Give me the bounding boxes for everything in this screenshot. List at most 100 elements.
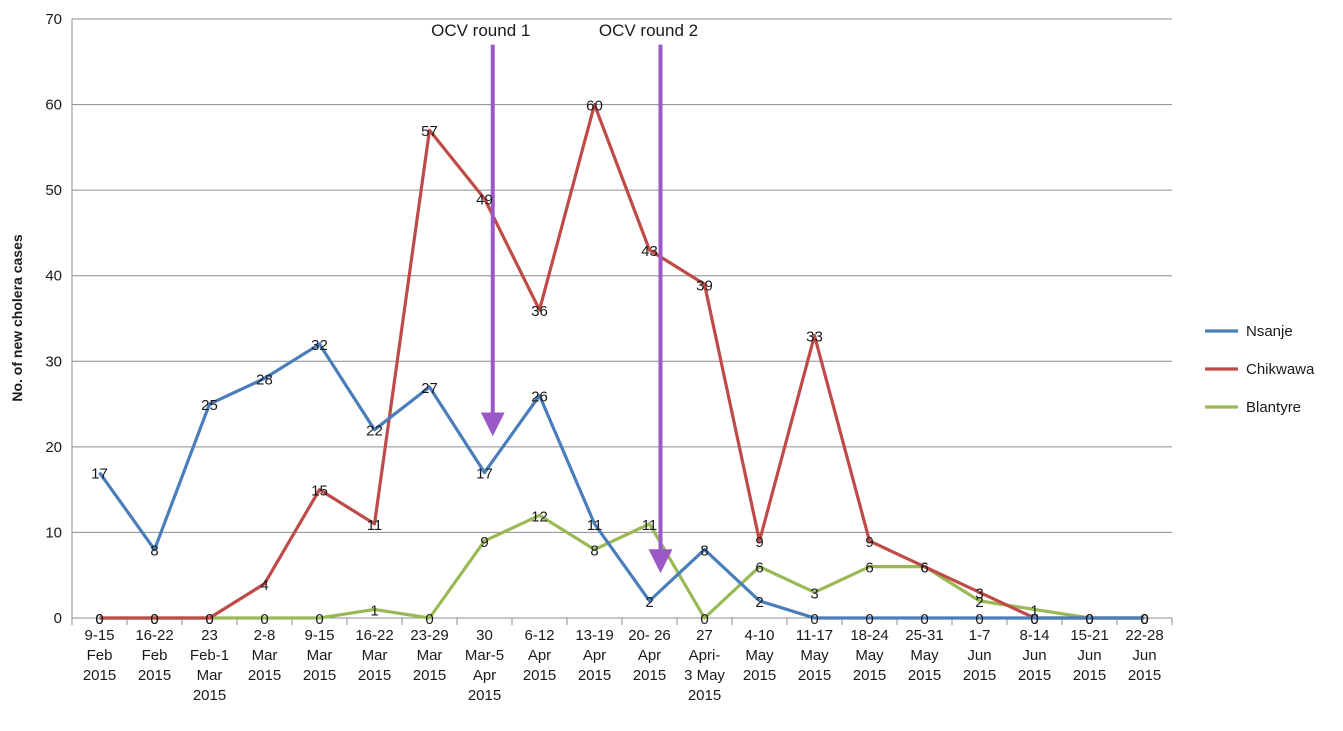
data-label-nsanje: 11 xyxy=(587,517,603,534)
ocv-annotation-label: OCV round 1 xyxy=(431,21,530,40)
data-label-blantyre: 6 xyxy=(755,560,763,577)
data-label-nsanje: 2 xyxy=(755,594,763,611)
data-label-blantyre: 0 xyxy=(1085,611,1093,628)
data-label-chikwawa: 15 xyxy=(311,483,328,500)
x-tick-label: 2-8 Mar 2015 xyxy=(248,627,281,684)
data-label-blantyre: 1 xyxy=(1030,602,1038,619)
data-label-chikwawa: 36 xyxy=(531,303,548,320)
x-tick-label: 11-17 May 2015 xyxy=(796,627,833,684)
data-label-nsanje: 27 xyxy=(421,380,438,397)
data-label-blantyre: 6 xyxy=(865,560,873,577)
data-label-chikwawa: 60 xyxy=(586,98,603,115)
series-lines xyxy=(98,102,1145,620)
data-label-blantyre: 0 xyxy=(315,611,323,628)
x-tick-label: 27 Apri-3 May 2015 xyxy=(684,627,725,704)
series-line-blantyre xyxy=(99,513,1145,620)
y-axis-label: No. of new cholera cases xyxy=(9,234,25,401)
series-line-nsanje xyxy=(98,342,1145,620)
data-label-nsanje: 26 xyxy=(531,389,548,406)
data-label-chikwawa: 0 xyxy=(1085,611,1093,628)
y-tick-label: 10 xyxy=(45,524,62,541)
x-tick-label: 23-29 Mar 2015 xyxy=(410,627,448,684)
data-label-blantyre: 3 xyxy=(810,585,818,602)
x-tick-label: 18-24 May 2015 xyxy=(850,627,888,684)
x-tick-label: 9-15 Feb 2015 xyxy=(83,627,116,684)
x-tick-label: 1-7 Jun 2015 xyxy=(963,627,996,684)
data-label-chikwawa: 0 xyxy=(1030,611,1038,628)
data-label-nsanje: 0 xyxy=(1140,611,1148,628)
data-label-blantyre: 0 xyxy=(95,611,103,628)
data-label-chikwawa: 0 xyxy=(95,611,103,628)
data-label-chikwawa: 43 xyxy=(641,243,658,260)
x-tick-label: 22-28 Jun 2015 xyxy=(1125,627,1163,684)
data-label-nsanje: 32 xyxy=(311,337,328,354)
data-label-blantyre: 0 xyxy=(205,611,213,628)
legend: Nsanje Chikwawa Blantyre xyxy=(1205,323,1315,416)
data-label-nsanje: 0 xyxy=(810,611,818,628)
data-label-chikwawa: 11 xyxy=(367,517,383,534)
legend-label-nsanje: Nsanje xyxy=(1246,323,1293,340)
data-label-chikwawa: 0 xyxy=(150,611,158,628)
y-tick-label: 60 xyxy=(45,97,62,114)
x-tick-label: 9-15 Mar 2015 xyxy=(303,627,336,684)
x-tick-label: 25-31 May 2015 xyxy=(905,627,943,684)
x-tick-label: 8-14 Jun 2015 xyxy=(1018,627,1051,684)
data-label-nsanje: 17 xyxy=(91,466,108,483)
x-tick-label: 20- 26 Apr 2015 xyxy=(628,627,671,684)
y-tick-label: 0 xyxy=(54,610,62,627)
data-label-chikwawa: 49 xyxy=(476,192,493,209)
data-label-blantyre: 0 xyxy=(700,611,708,628)
data-label-blantyre: 12 xyxy=(531,508,548,525)
data-label-chikwawa: 6 xyxy=(920,560,928,577)
x-tick-label: 15-21 Jun 2015 xyxy=(1070,627,1108,684)
data-label-chikwawa: 57 xyxy=(421,123,438,140)
gridlines xyxy=(71,18,1173,625)
y-tick-label: 40 xyxy=(45,268,62,285)
data-label-blantyre: 11 xyxy=(642,517,658,534)
data-label-chikwawa: 0 xyxy=(1140,611,1148,628)
ocv-annotation-label: OCV round 2 xyxy=(599,21,698,40)
data-label-blantyre: 2 xyxy=(975,594,983,611)
data-label-chikwawa: 3 xyxy=(975,585,983,602)
data-label-chikwawa: 0 xyxy=(205,611,213,628)
data-label-nsanje: 0 xyxy=(920,611,928,628)
x-tick-labels: 9-15 Feb 2015 16-22 Feb 2015 23 Feb-1 Mar 2015 2-8… xyxy=(83,627,1164,704)
y-tick-label: 30 xyxy=(45,353,62,370)
data-label-nsanje: 8 xyxy=(150,543,158,560)
y-tick-label: 70 xyxy=(45,11,62,28)
data-label-blantyre: 9 xyxy=(480,534,488,551)
y-tick-labels: 0 10 20 30 40 50 60 70 xyxy=(45,11,62,627)
data-label-nsanje: 0 xyxy=(865,611,873,628)
data-label-nsanje: 0 xyxy=(1085,611,1093,628)
x-tick-label: 6-12 Apr 2015 xyxy=(523,627,556,684)
data-label-nsanje: 25 xyxy=(201,397,218,414)
x-tick-label: 4-10 May 2015 xyxy=(743,627,776,684)
x-tick-label: 16-22 Feb 2015 xyxy=(135,627,173,684)
series-line-chikwawa xyxy=(99,102,1145,620)
y-tick-label: 50 xyxy=(45,182,62,199)
y-tick-label: 20 xyxy=(45,439,62,456)
data-label-blantyre: 0 xyxy=(150,611,158,628)
data-label-nsanje: 2 xyxy=(645,594,653,611)
data-label-blantyre: 0 xyxy=(1140,611,1148,628)
legend-label-chikwawa: Chikwawa xyxy=(1246,361,1315,378)
data-label-nsanje: 0 xyxy=(975,611,983,628)
data-label-chikwawa: 9 xyxy=(755,534,763,551)
data-label-nsanje: 22 xyxy=(366,423,383,440)
data-label-nsanje: 8 xyxy=(700,543,708,560)
ocv-annotations: OCV round 1 OCV round 2 xyxy=(431,21,698,574)
data-label-chikwawa: 33 xyxy=(806,329,823,346)
data-label-blantyre: 0 xyxy=(260,611,268,628)
x-tick-label: 23 Feb-1 Mar 2015 xyxy=(190,627,229,704)
x-tick-label: 16-22 Mar 2015 xyxy=(355,627,393,684)
x-tick-label: 30 Mar-5 Apr 2015 xyxy=(465,627,504,704)
data-label-blantyre: 6 xyxy=(920,560,928,577)
data-label-nsanje: 0 xyxy=(1030,611,1038,628)
legend-label-blantyre: Blantyre xyxy=(1246,399,1301,416)
data-label-nsanje: 28 xyxy=(256,371,273,388)
data-label-blantyre: 1 xyxy=(370,602,378,619)
data-label-blantyre: 8 xyxy=(590,543,598,560)
data-label-blantyre: 0 xyxy=(425,611,433,628)
